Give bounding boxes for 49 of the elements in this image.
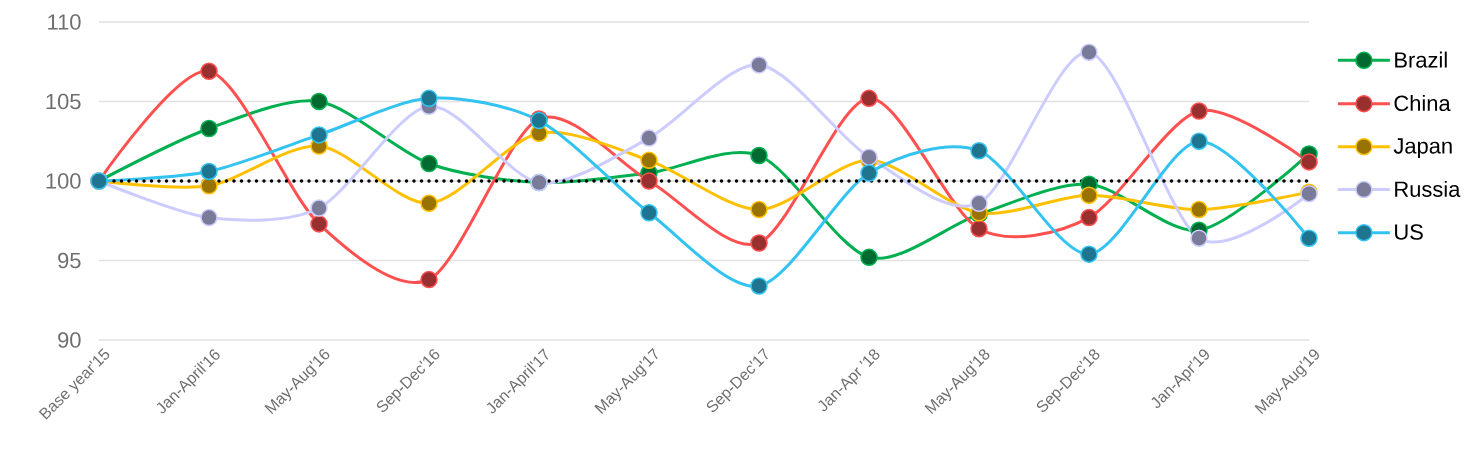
point	[310, 199, 328, 217]
point	[1080, 43, 1098, 61]
legend-label: Russia	[1395, 180, 1461, 198]
point	[1190, 102, 1208, 120]
y-tick-label: 110	[48, 14, 81, 30]
point	[970, 142, 988, 160]
point	[310, 215, 328, 233]
point	[970, 219, 988, 238]
point	[860, 164, 878, 182]
point	[860, 89, 878, 108]
point	[420, 154, 438, 173]
point	[420, 89, 438, 108]
point	[750, 200, 768, 219]
point	[420, 194, 438, 213]
point	[1190, 229, 1208, 247]
point	[860, 148, 878, 166]
legend-label: Japan	[1393, 138, 1452, 158]
point	[970, 194, 988, 213]
point	[200, 162, 218, 181]
point	[750, 277, 768, 295]
point	[1300, 229, 1318, 247]
point	[750, 146, 768, 165]
point	[640, 129, 658, 147]
point	[1190, 200, 1208, 219]
point	[1080, 208, 1098, 227]
legend-label: US	[1395, 224, 1423, 240]
point	[200, 177, 218, 195]
point	[200, 119, 218, 138]
point	[200, 208, 218, 227]
y-tick-label: 95	[58, 252, 81, 269]
point	[1080, 245, 1098, 263]
point	[200, 62, 218, 81]
point	[750, 234, 768, 252]
y-tick-label: 105	[46, 93, 81, 110]
legend-label: China	[1394, 94, 1451, 112]
point	[750, 56, 768, 74]
point	[310, 126, 328, 144]
y-tick-label: 90	[58, 332, 81, 348]
point	[860, 248, 878, 267]
point	[640, 204, 658, 222]
point	[640, 172, 658, 190]
legend-label: Brazil	[1395, 51, 1447, 68]
point	[1300, 153, 1318, 171]
point	[640, 151, 658, 170]
y-tick-label: 100	[46, 173, 81, 189]
point	[1080, 186, 1098, 205]
point	[310, 92, 328, 111]
point	[1190, 132, 1208, 150]
point	[420, 270, 438, 289]
